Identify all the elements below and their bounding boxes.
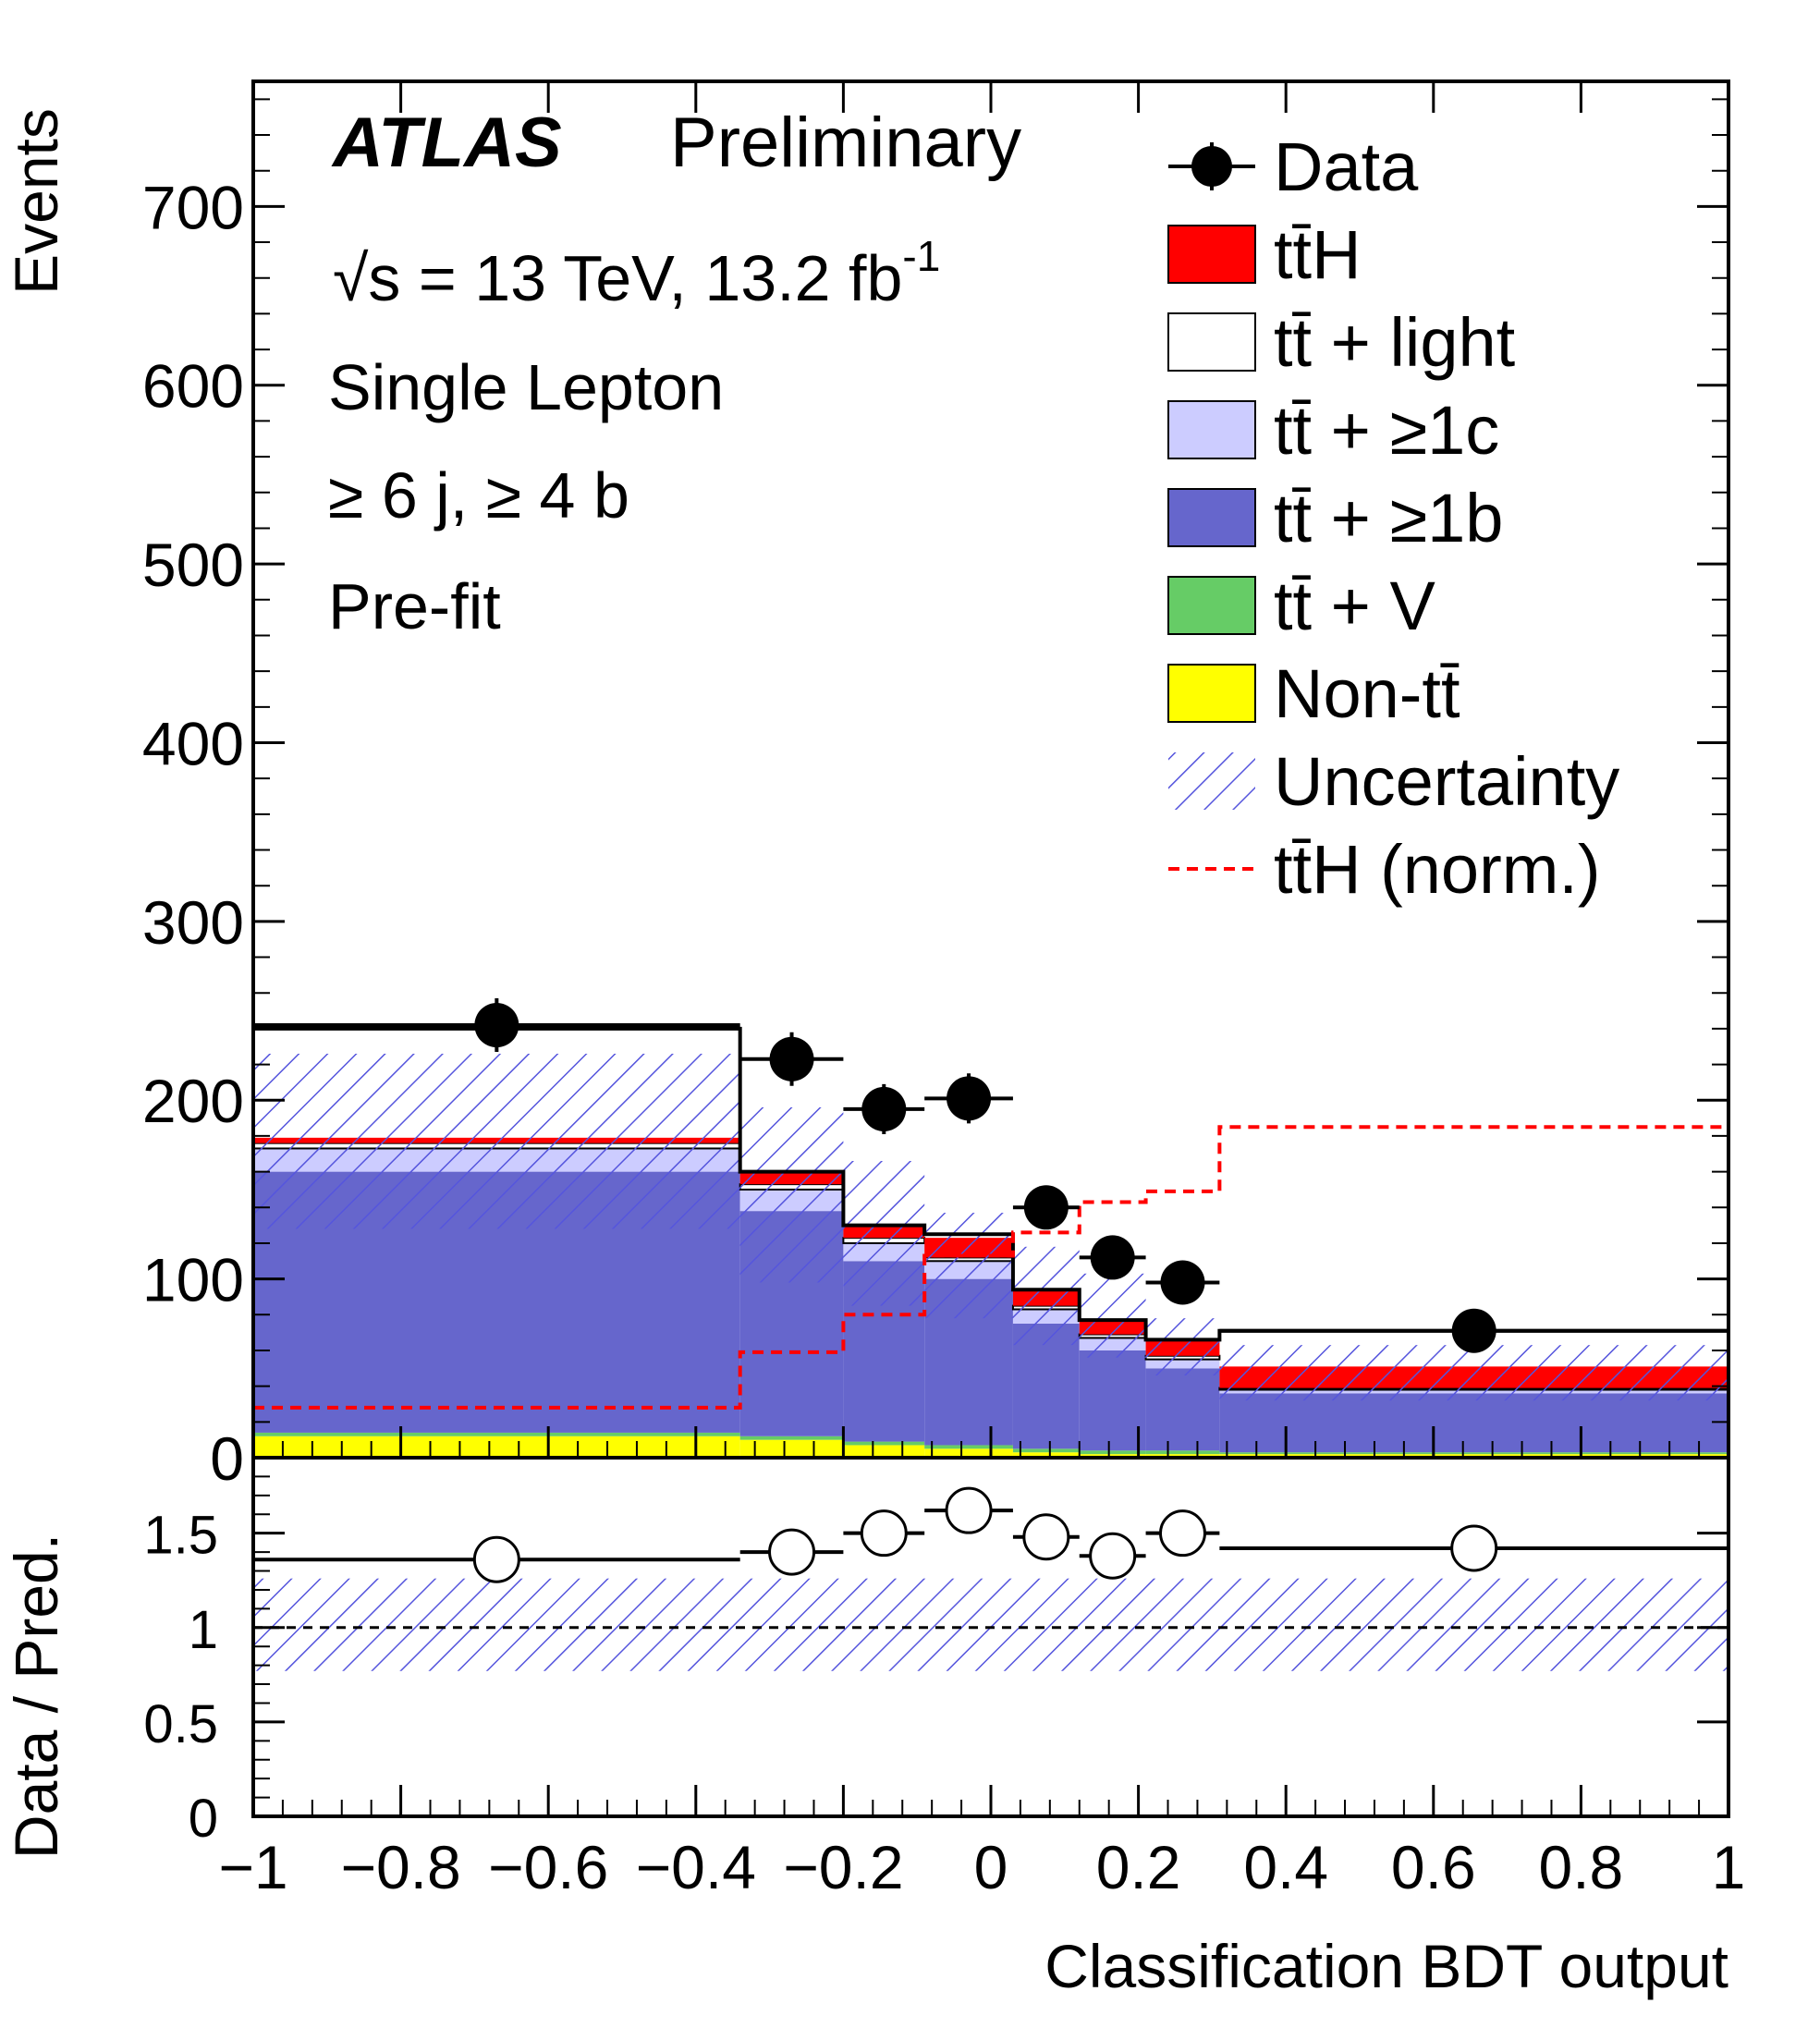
legend-swatch-nontt xyxy=(1167,664,1256,723)
main-ytick-label-0: 0 xyxy=(210,1424,244,1493)
stack-bar-0-4 xyxy=(1012,1452,1080,1458)
uncertainty-band-4 xyxy=(1012,1246,1080,1346)
xtick-label-8: 0.6 xyxy=(1391,1833,1476,1901)
stack-bar-0-0 xyxy=(253,1435,740,1458)
stack-bar-1-7 xyxy=(1219,1452,1728,1455)
data-point-4 xyxy=(1023,1185,1069,1230)
energy-text: √s = 13 TeV, 13.2 fb xyxy=(333,242,902,314)
ratio-point-6 xyxy=(1158,1509,1206,1558)
ratio-ytick-label-1: 0.5 xyxy=(143,1694,218,1754)
legend-label-nontt: Non-tt̄ xyxy=(1274,655,1460,732)
fit-label: Pre-fit xyxy=(328,570,501,642)
xtick-label-9: 0.8 xyxy=(1539,1833,1624,1901)
ratio-point-4 xyxy=(1022,1513,1070,1561)
uncertainty-band-7 xyxy=(1219,1345,1728,1401)
legend-label-norm: tt̄H (norm.) xyxy=(1274,831,1601,908)
stack-bar-1-2 xyxy=(843,1441,925,1446)
xtick-label-10: 1 xyxy=(1712,1833,1746,1901)
energy-label: √s = 13 TeV, 13.2 fb-1 xyxy=(333,232,940,314)
legend-swatch-tth xyxy=(1167,225,1256,284)
stack-bar-1-4 xyxy=(1012,1448,1080,1453)
legend-data-marker xyxy=(1191,146,1232,187)
stack-bar-2-5 xyxy=(1079,1350,1146,1451)
stack-bar-1-6 xyxy=(1145,1450,1220,1455)
energy-sup: -1 xyxy=(902,232,940,280)
y-axis-label-ratio: Data / Pred. xyxy=(2,1533,70,1859)
stack-bar-1-1 xyxy=(739,1435,844,1440)
legend-uncertainty-swatch xyxy=(1168,752,1255,810)
ratio-ytick-label-0: 0 xyxy=(189,1789,218,1849)
xtick-label-2: −0.6 xyxy=(488,1833,608,1901)
tth-norm-line xyxy=(253,1125,1728,1410)
legend-swatch-v xyxy=(1167,576,1256,635)
total-prediction-line xyxy=(253,1026,1728,1342)
uncertainty-band-0 xyxy=(253,1053,740,1229)
data-point-2 xyxy=(861,1086,907,1131)
ratio-panel: 0 0.5 1 1.5 −1 −0.8 −0.6 −0.4 −0.2 0 0.2 0.4 0.6 0.8 1 xyxy=(143,1456,1746,1901)
legend-label-tth: tt̄H xyxy=(1274,216,1362,293)
legend-label-light: tt̄ + light xyxy=(1274,304,1516,381)
xtick-label-7: 0.4 xyxy=(1243,1833,1328,1901)
legend-swatch-light xyxy=(1167,312,1256,372)
atlas-label: ATLAS xyxy=(331,104,562,182)
stack-bar-1-0 xyxy=(253,1432,740,1436)
main-panel: 0 100 200 300 400 500 600 700 xyxy=(142,79,1730,1493)
xtick-label-1: −0.8 xyxy=(340,1833,460,1901)
main-ytick-label-3: 300 xyxy=(142,888,244,957)
xtick-label-4: −0.2 xyxy=(783,1833,903,1901)
xtick-label-3: −0.4 xyxy=(636,1833,756,1901)
uncertainty-band-1 xyxy=(739,1106,844,1283)
main-ytick-label-5: 500 xyxy=(142,531,244,599)
ratio-point-7 xyxy=(1450,1524,1498,1572)
main-ytick-label-4: 400 xyxy=(142,709,244,777)
channel-label: Single Lepton xyxy=(328,351,724,423)
data-point-0 xyxy=(474,1003,519,1048)
main-ytick-label-7: 700 xyxy=(142,173,244,241)
preliminary-label: Preliminary xyxy=(670,104,1021,182)
main-ytick-label-1: 100 xyxy=(142,1246,244,1314)
xtick-label-5: 0 xyxy=(974,1833,1008,1901)
stack-bar-0-1 xyxy=(739,1439,844,1458)
stack-bar-1-5 xyxy=(1079,1450,1146,1455)
legend-label-v: tt̄ + V xyxy=(1274,568,1435,644)
main-ytick-label-2: 200 xyxy=(142,1067,244,1135)
uncertainty-band-6 xyxy=(1145,1318,1220,1376)
stack-bar-2-6 xyxy=(1145,1368,1220,1451)
y-axis-label-main: Events xyxy=(2,108,70,295)
legend-swatch-b xyxy=(1167,488,1256,547)
ratio-ytick-label-2: 1 xyxy=(189,1600,218,1660)
main-ytick-label-6: 600 xyxy=(142,352,244,421)
data-point-6 xyxy=(1160,1260,1205,1305)
stack-bar-2-7 xyxy=(1219,1393,1728,1453)
ratio-point-0 xyxy=(472,1535,520,1583)
data-point-1 xyxy=(769,1036,814,1081)
ratio-point-2 xyxy=(860,1509,908,1558)
legend: Data tt̄H tt̄ + light tt̄ + ≥1c tt̄ + ≥1b tt̄… xyxy=(1167,128,1619,908)
data-point-5 xyxy=(1090,1235,1135,1280)
uncertainty-band-2 xyxy=(843,1160,925,1306)
legend-swatch-c xyxy=(1167,400,1256,459)
ratio-point-5 xyxy=(1089,1532,1137,1580)
xtick-label-6: 0.2 xyxy=(1096,1833,1181,1901)
legend-label-data: Data xyxy=(1274,128,1419,205)
stack-bar-1-3 xyxy=(924,1445,1013,1449)
ratio-uncertainty-band xyxy=(253,1578,1728,1671)
uncertainty-band-5 xyxy=(1079,1273,1146,1358)
ratio-point-3 xyxy=(945,1486,993,1534)
legend-label-unc: Uncertainty xyxy=(1274,743,1619,820)
uncertainty-band-3 xyxy=(924,1213,1013,1319)
data-point-3 xyxy=(947,1076,992,1121)
selection-label: ≥ 6 j, ≥ 4 b xyxy=(328,459,629,531)
legend-label-c: tt̄ + ≥1c xyxy=(1274,392,1499,469)
stack-bar-0-2 xyxy=(843,1445,925,1458)
xtick-label-0: −1 xyxy=(218,1833,287,1901)
ratio-point-1 xyxy=(768,1528,816,1576)
ratio-ytick-label-3: 1.5 xyxy=(143,1506,218,1566)
data-point-7 xyxy=(1451,1308,1496,1353)
x-axis-label: Classification BDT output xyxy=(1044,1932,1728,2000)
legend-label-b: tt̄ + ≥1b xyxy=(1274,480,1503,556)
stack-bar-0-3 xyxy=(924,1448,1013,1458)
